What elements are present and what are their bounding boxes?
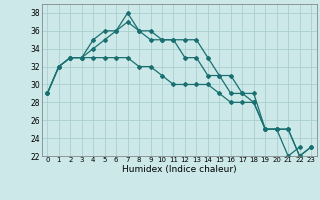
X-axis label: Humidex (Indice chaleur): Humidex (Indice chaleur) (122, 165, 236, 174)
